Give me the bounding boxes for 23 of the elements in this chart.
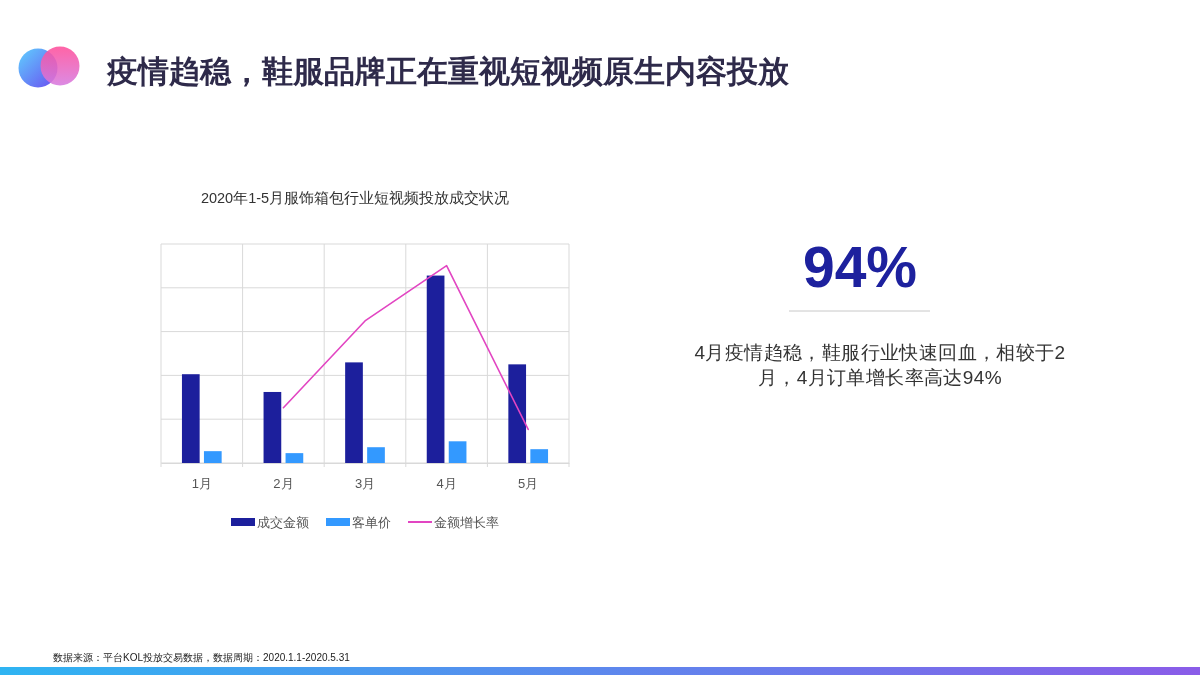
source-note: 数据来源：平台KOL投放交易数据，数据周期：2020.1.1-2020.5.31	[53, 651, 351, 663]
bar	[285, 453, 304, 463]
x-tick-label: 4月	[436, 476, 457, 492]
text: 94%	[802, 235, 918, 299]
legend-label: 金额增长率	[434, 514, 499, 530]
bar	[181, 374, 200, 463]
chart-title: 疫情趋稳，鞋服品牌正在重视短视频原生内容投放	[106, 53, 790, 89]
bar	[367, 447, 385, 463]
x-tick-label: 5月	[518, 476, 539, 492]
bar	[203, 451, 222, 463]
bar	[530, 449, 549, 463]
text: 4月疫情趋稳，鞋服行业快速回血，相较于2月，4月订单增长率高达94%	[693, 341, 1067, 390]
x-tick-label: 2月	[273, 476, 294, 492]
bar	[508, 364, 527, 463]
chart-subtitle: 2020年1-5月服饰箱包行业短视频投放成交状况	[200, 190, 510, 206]
bar	[426, 275, 445, 463]
legend-label: 成交金额	[257, 514, 309, 530]
bar	[345, 362, 363, 463]
bar	[263, 391, 282, 463]
x-tick-label: 1月	[191, 476, 212, 492]
legend-label: 客单价	[352, 514, 391, 530]
x-tick-label: 3月	[354, 476, 376, 492]
bar	[448, 441, 467, 463]
